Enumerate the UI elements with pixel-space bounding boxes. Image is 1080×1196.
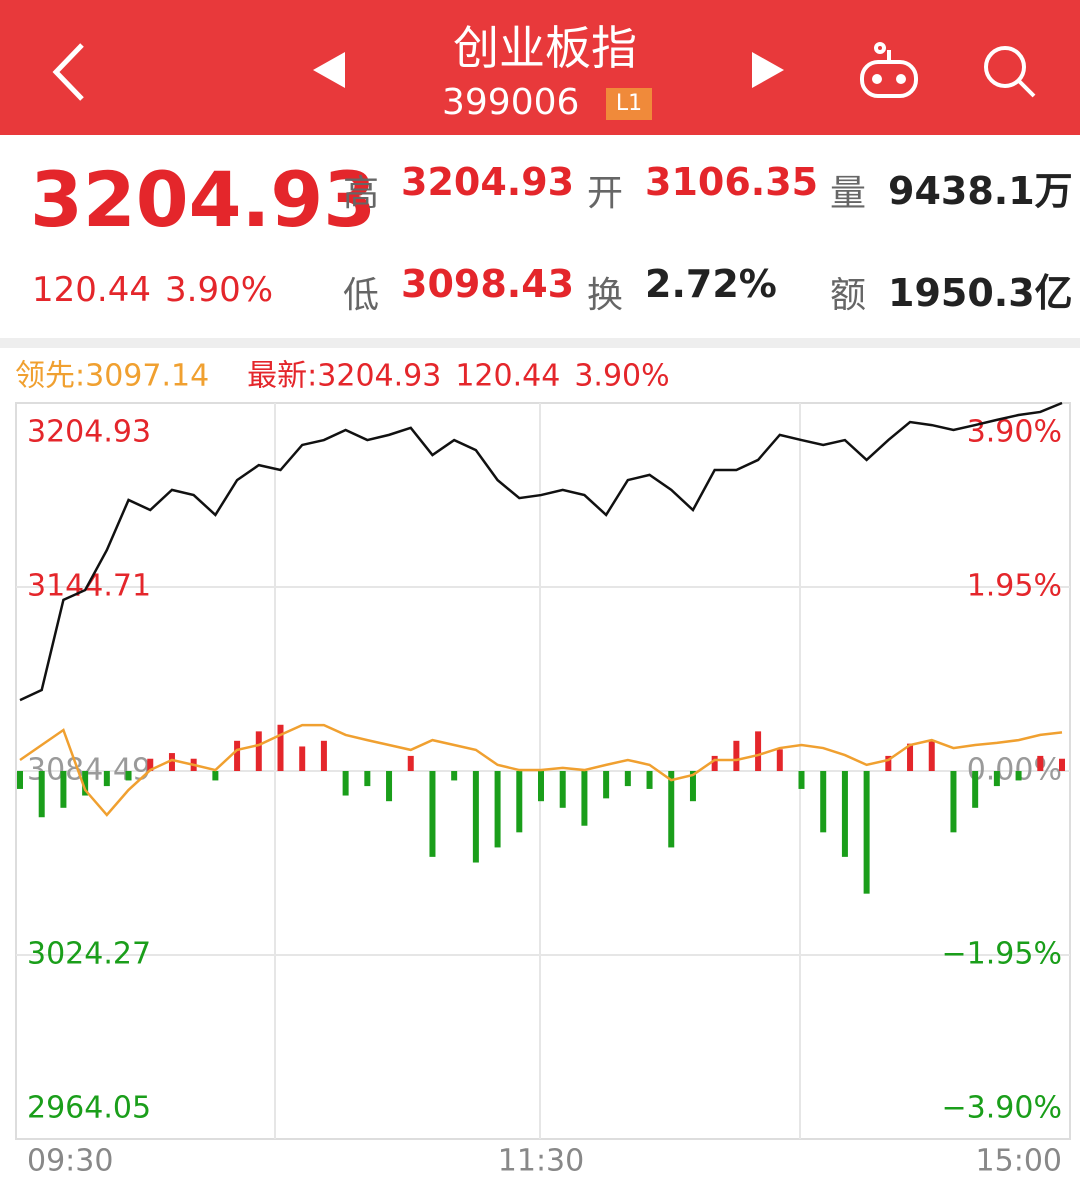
bar — [820, 771, 827, 833]
stat-label: 额 — [830, 275, 867, 316]
y-tick-label: 2964.05 — [27, 1091, 151, 1126]
bar — [928, 740, 935, 771]
bar — [776, 749, 783, 771]
bar — [1037, 755, 1044, 771]
x-tick-label: 09:30 — [27, 1144, 113, 1179]
next-button[interactable] — [752, 52, 784, 88]
bar — [993, 771, 1000, 787]
bar — [885, 755, 892, 771]
bar — [320, 740, 327, 771]
y2-tick-label: 0.00% — [967, 753, 1062, 788]
bar — [147, 758, 154, 771]
bar — [82, 771, 89, 796]
legend-change-pct: 3.90% — [574, 359, 669, 394]
legend-entry: 最新:3204.93 — [247, 359, 441, 394]
bar — [798, 771, 805, 789]
bar — [950, 771, 957, 833]
bar — [516, 771, 523, 833]
legend-change: 120.44 — [455, 359, 560, 394]
stat-value: 2.72% — [645, 262, 777, 306]
y2-tick-label: 3.90% — [967, 415, 1062, 450]
stat-value: 9438.1万 — [888, 169, 1073, 213]
header: 创业板指 399006 L1 — [0, 0, 1080, 135]
title: 创业板指 — [453, 21, 637, 75]
bar — [863, 771, 870, 894]
y-tick-label: 3024.27 — [27, 937, 151, 972]
bar — [234, 740, 241, 771]
bar — [342, 771, 349, 796]
y2-tick-label: 1.95% — [967, 569, 1062, 604]
bar — [581, 771, 588, 826]
bar — [60, 771, 67, 808]
y-tick-label: 3084.49 — [27, 753, 151, 788]
separator — [0, 338, 1080, 348]
bar — [255, 731, 262, 771]
bar — [538, 771, 544, 802]
y2-tick-label: −3.90% — [942, 1091, 1062, 1126]
bar — [841, 771, 848, 857]
bar — [1015, 771, 1022, 781]
bar — [125, 771, 132, 781]
bar — [277, 724, 284, 771]
bar — [559, 771, 566, 808]
bar — [429, 771, 436, 857]
line — [19, 723, 1063, 817]
stat-label: 开 — [587, 173, 624, 214]
bar — [972, 771, 979, 808]
stat-label: 换 — [587, 275, 624, 316]
bar — [451, 771, 458, 781]
search-button[interactable] — [984, 46, 1036, 98]
bar — [103, 771, 110, 787]
bar — [733, 740, 740, 771]
change: 120.44 — [32, 270, 151, 310]
stat-label: 高 — [343, 173, 380, 214]
bar — [38, 771, 45, 818]
stat-value: 3106.35 — [645, 160, 819, 204]
bar — [472, 771, 479, 863]
bar — [624, 771, 631, 787]
y-tick-label: 3144.71 — [27, 569, 151, 604]
stat-value: 3098.43 — [401, 262, 575, 306]
change-pct: 3.90% — [165, 270, 274, 310]
code: 399006 — [442, 82, 580, 123]
bar — [603, 771, 610, 799]
y2-tick-label: −1.95% — [942, 937, 1062, 972]
bar — [364, 771, 371, 787]
bar — [755, 731, 762, 771]
line — [19, 401, 1063, 702]
stat-value: 3204.93 — [401, 160, 575, 204]
bar — [907, 743, 914, 771]
bar — [711, 755, 718, 771]
bar — [494, 771, 501, 848]
bar — [299, 746, 306, 771]
robot-button[interactable] — [860, 42, 918, 98]
stat-label: 低 — [343, 275, 380, 316]
prev-button[interactable] — [313, 52, 345, 88]
stat-value: 1950.3亿 — [888, 271, 1073, 315]
level-badge: L1 — [606, 88, 652, 120]
bar — [386, 771, 393, 802]
price: 3204.93 — [30, 155, 377, 244]
bar — [646, 771, 653, 789]
bar — [407, 755, 414, 771]
bar — [17, 771, 23, 789]
bar — [168, 753, 175, 771]
bar — [1059, 758, 1065, 771]
x-tick-label: 11:30 — [498, 1144, 584, 1179]
bar — [212, 771, 219, 781]
back-button[interactable] — [52, 43, 84, 101]
header-icons — [52, 42, 1036, 101]
bar — [689, 771, 696, 802]
stat-label: 量 — [830, 173, 867, 214]
y-tick-label: 3204.93 — [27, 415, 151, 450]
legend-entry: 领先:3097.14 — [15, 359, 209, 394]
bar — [668, 771, 675, 848]
x-tick-label: 15:00 — [976, 1144, 1062, 1179]
